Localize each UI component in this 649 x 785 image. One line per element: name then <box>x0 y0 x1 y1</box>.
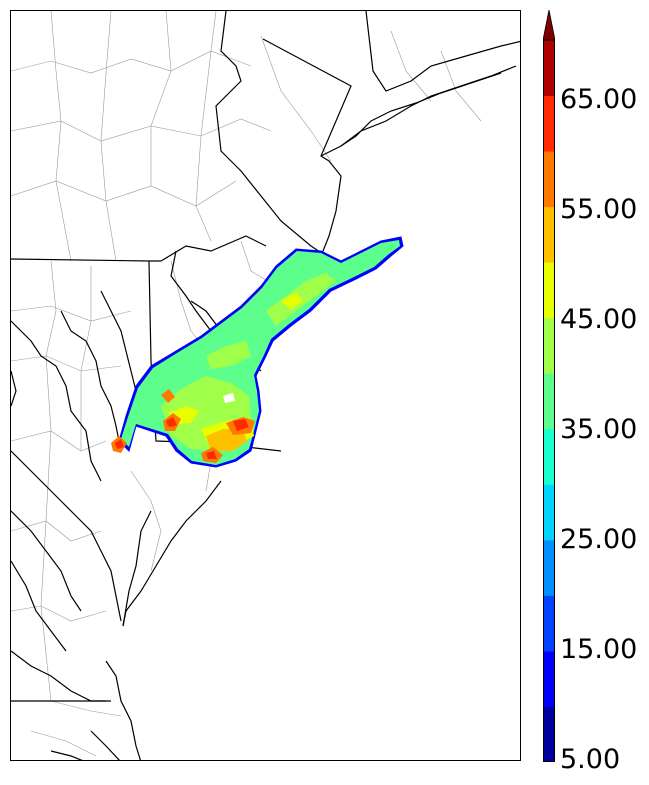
colorbar-segment-20 <box>543 539 555 596</box>
colorbar-segment-5 <box>543 706 555 762</box>
colorbar-segment-50 <box>543 206 555 263</box>
colorbar-segment-15 <box>543 595 555 652</box>
colorbar-tick-label-25: 25.00 <box>560 524 638 555</box>
map-panel <box>10 10 521 761</box>
county-boundaries <box>11 11 482 757</box>
colorbar-segment-10 <box>543 650 555 707</box>
colorbar-tick-label-55: 55.00 <box>560 194 638 225</box>
colorbar-segment-35 <box>543 373 555 430</box>
colorbar-tick-label-65: 65.00 <box>560 84 638 115</box>
colorbar-extend-triangle <box>543 10 555 41</box>
data-swath <box>111 236 404 468</box>
colorbar-border <box>543 39 555 762</box>
colorbar-tick-label-5: 5.00 <box>560 744 621 775</box>
colorbar-tick-label-45: 45.00 <box>560 304 638 335</box>
contour-outer <box>121 240 400 465</box>
map-canvas <box>11 11 520 760</box>
colorbar-segment-65 <box>543 40 555 97</box>
colorbar-segment-40 <box>543 317 555 374</box>
colorbar <box>543 10 555 762</box>
colorbar-segment-25 <box>543 484 555 541</box>
colorbar-segment-55 <box>543 151 555 208</box>
colorbar-tick-label-15: 15.00 <box>560 634 638 665</box>
colorbar-segment-30 <box>543 428 555 485</box>
colorbar-segment-45 <box>543 262 555 319</box>
colorbar-tick-label-35: 35.00 <box>560 414 638 445</box>
colorbar-segment-60 <box>543 95 555 152</box>
state-boundaries <box>11 11 520 760</box>
